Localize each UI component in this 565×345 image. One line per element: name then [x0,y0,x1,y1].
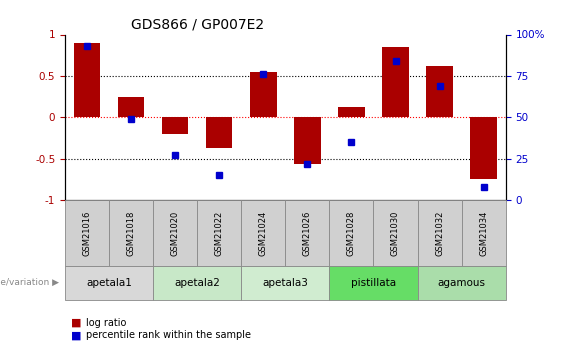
Text: log ratio: log ratio [86,318,127,327]
Text: GSM21024: GSM21024 [259,210,268,256]
Bar [250,72,276,117]
Bar [197,200,241,266]
Bar [74,43,100,117]
Text: GSM21028: GSM21028 [347,210,356,256]
Bar [153,200,197,266]
Text: ■: ■ [71,318,81,327]
Text: GDS866 / GP007E2: GDS866 / GP007E2 [131,18,264,32]
Bar [418,266,506,300]
Text: GSM21022: GSM21022 [215,210,224,256]
Text: pistillata: pistillata [351,278,396,288]
Text: GSM21016: GSM21016 [82,210,92,256]
Text: GSM21032: GSM21032 [435,210,444,256]
Bar [294,117,320,165]
Text: GSM21020: GSM21020 [171,210,180,256]
Bar [162,117,188,134]
Bar [471,117,497,179]
Text: apetala2: apetala2 [174,278,220,288]
Bar [427,66,453,117]
Bar [329,266,418,300]
Bar [241,266,329,300]
Bar [241,200,285,266]
Bar [383,47,408,117]
Text: agamous: agamous [438,278,485,288]
Bar [373,200,418,266]
Text: GSM21030: GSM21030 [391,210,400,256]
Text: apetala3: apetala3 [262,278,308,288]
Bar [109,200,153,266]
Bar [285,200,329,266]
Bar [338,107,364,117]
Text: GSM21018: GSM21018 [127,210,136,256]
Text: apetala1: apetala1 [86,278,132,288]
Bar [65,200,109,266]
Bar [65,266,153,300]
Text: GSM21026: GSM21026 [303,210,312,256]
Text: ■: ■ [71,331,81,340]
Bar [329,200,373,266]
Bar [206,117,232,148]
Bar [418,200,462,266]
Bar [153,266,241,300]
Text: genotype/variation ▶: genotype/variation ▶ [0,278,59,287]
Bar [118,97,144,117]
Text: GSM21034: GSM21034 [479,210,488,256]
Text: percentile rank within the sample: percentile rank within the sample [86,331,251,340]
Bar [462,200,506,266]
